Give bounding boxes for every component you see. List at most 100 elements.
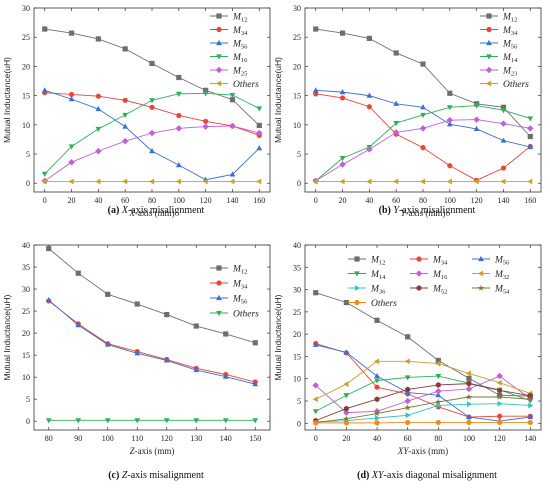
- data-point: [375, 396, 380, 402]
- y-tick-label: 5: [26, 395, 30, 404]
- x-tick-label: 100: [173, 196, 185, 205]
- data-point: [436, 420, 441, 425]
- data-point: [496, 373, 503, 380]
- y-tick-label: 35: [293, 263, 301, 272]
- data-point: [95, 179, 100, 185]
- series-line: [316, 90, 531, 147]
- data-point: [500, 179, 505, 185]
- series-56: [313, 87, 533, 149]
- data-point: [527, 179, 532, 185]
- x-tick-label: 120: [161, 434, 173, 443]
- data-point: [420, 145, 425, 150]
- data-point: [203, 119, 208, 124]
- legend-label: M16: [232, 53, 248, 64]
- legend-label: M32: [494, 270, 509, 281]
- data-point: [149, 130, 156, 137]
- data-point: [164, 312, 169, 317]
- data-point: [46, 246, 51, 251]
- legend-label: M14: [370, 270, 386, 281]
- data-point: [344, 420, 349, 425]
- legend-marker: [354, 256, 359, 261]
- x-tick-label: 140: [226, 196, 238, 205]
- data-point: [339, 161, 346, 168]
- data-point: [527, 125, 534, 131]
- legend-marker: [216, 81, 221, 87]
- legend-marker: [216, 295, 222, 300]
- data-point: [393, 179, 398, 185]
- legend-label: M12: [370, 256, 385, 267]
- data-point: [313, 87, 319, 92]
- data-point: [339, 179, 344, 185]
- series-14: [313, 103, 533, 184]
- y-tick-label: 10: [293, 375, 301, 384]
- series-line: [316, 29, 531, 136]
- data-point: [176, 179, 181, 185]
- data-point: [42, 87, 48, 92]
- data-point: [122, 179, 127, 185]
- legend-marker: [216, 311, 222, 316]
- legend-marker: [216, 40, 222, 45]
- legend-label: M34: [432, 256, 448, 267]
- data-point: [223, 418, 229, 423]
- data-point: [374, 373, 380, 378]
- x-tick-label: 100: [463, 434, 475, 443]
- x-tick-label: 60: [392, 196, 400, 205]
- y-tick-label: 15: [293, 92, 301, 101]
- data-point: [122, 113, 128, 118]
- data-point: [375, 415, 380, 421]
- x-tick-label: 120: [494, 434, 506, 443]
- data-point: [313, 420, 318, 425]
- y-tick-label: 10: [22, 121, 30, 130]
- y-axis-label: Mutual Inductance(uH): [273, 57, 283, 143]
- x-axis-label: Z-axis (mm): [130, 446, 175, 456]
- data-point: [68, 179, 73, 185]
- data-point: [466, 376, 471, 381]
- x-tick-label: 90: [74, 434, 82, 443]
- x-tick-label: 120: [200, 196, 212, 205]
- y-axis-label: Mutual Inductance(uH): [2, 294, 12, 380]
- y-tick-label: 15: [22, 92, 30, 101]
- x-tick-label: 0: [314, 196, 318, 205]
- x-tick-label: 60: [404, 434, 412, 443]
- data-point: [404, 398, 411, 405]
- y-tick-label: 40: [293, 241, 301, 250]
- data-point: [406, 412, 411, 418]
- y-tick-label: 20: [293, 330, 301, 339]
- series-23: [312, 116, 533, 184]
- data-point: [122, 138, 129, 145]
- y-tick-label: 25: [22, 33, 30, 42]
- y-tick-label: 30: [293, 4, 301, 13]
- data-point: [69, 31, 74, 36]
- series-line: [316, 293, 531, 396]
- data-point: [96, 36, 101, 41]
- data-point: [176, 125, 183, 131]
- x-tick-label: 60: [121, 196, 129, 205]
- y-axis-label: Mutual Inductance(uH): [2, 57, 12, 143]
- data-point: [229, 179, 234, 185]
- y-tick-label: 20: [22, 329, 30, 338]
- legend-marker: [216, 280, 221, 285]
- legend-label: M56: [494, 256, 510, 267]
- y-tick-label: 40: [22, 241, 30, 250]
- series-others: [313, 420, 533, 426]
- x-tick-label: 160: [253, 196, 265, 205]
- plot-frame: [305, 245, 541, 430]
- data-point: [528, 134, 533, 139]
- legend-label: Others: [503, 80, 529, 90]
- legend-marker: [216, 27, 221, 32]
- data-point: [447, 91, 452, 96]
- legend-marker: [416, 270, 423, 277]
- data-point: [374, 420, 379, 425]
- legend-label: M12: [232, 265, 247, 276]
- data-point: [497, 380, 502, 386]
- data-point: [134, 418, 140, 423]
- legend-marker: [486, 40, 492, 45]
- legend-label: M34: [502, 26, 518, 37]
- legend-label: M56: [502, 40, 518, 51]
- x-tick-label: 160: [524, 196, 536, 205]
- data-point: [135, 301, 140, 306]
- panel-caption: (d) XY-axis diagonal misalignment: [357, 470, 497, 481]
- y-tick-label: 0: [297, 419, 301, 428]
